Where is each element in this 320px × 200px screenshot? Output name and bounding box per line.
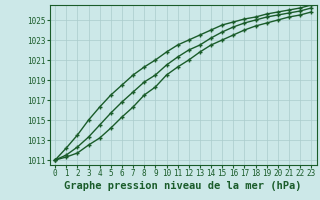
X-axis label: Graphe pression niveau de la mer (hPa): Graphe pression niveau de la mer (hPa) [64, 181, 302, 191]
